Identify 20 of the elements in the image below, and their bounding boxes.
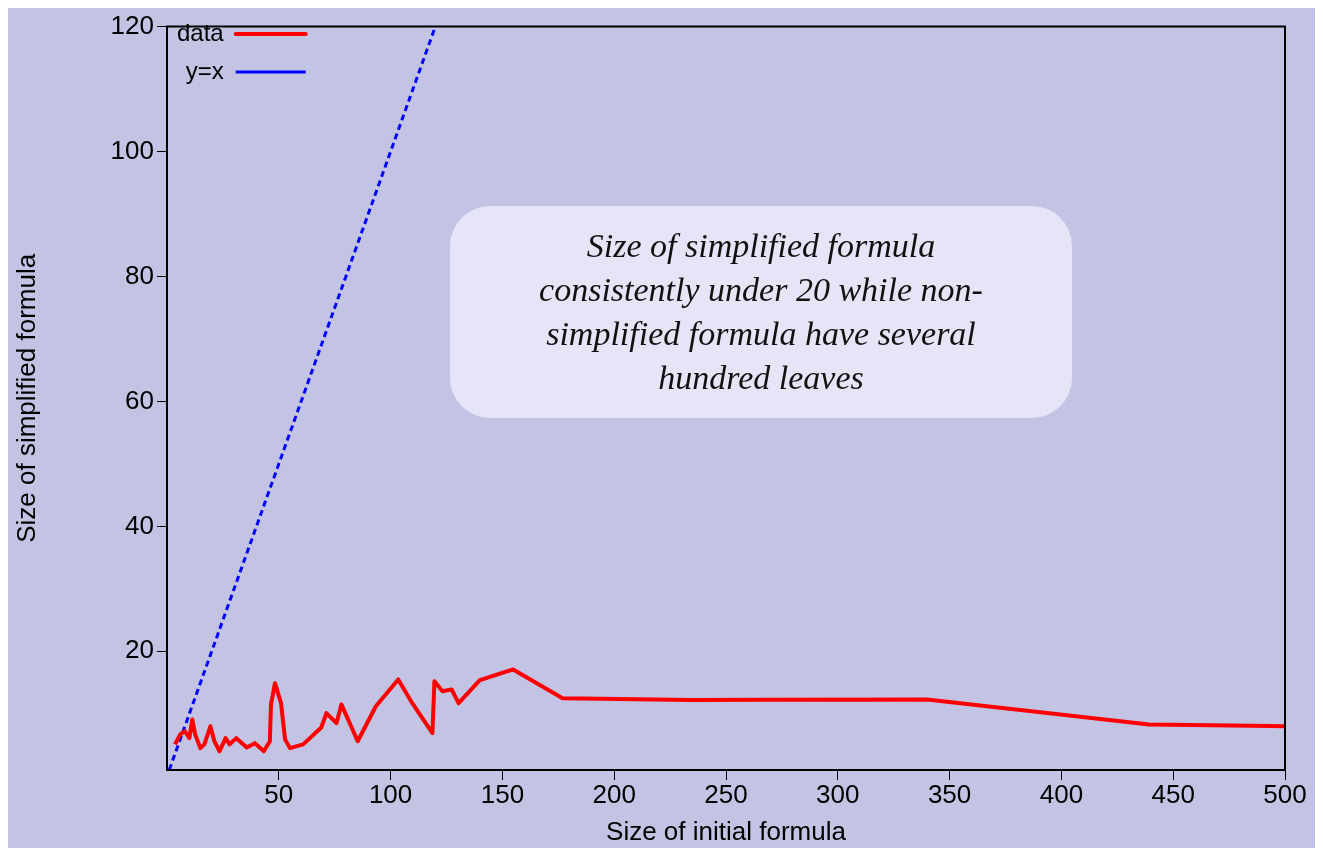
y-tick-label: 40 [125, 509, 154, 540]
y-tick-label: 20 [125, 634, 154, 665]
x-tick-label: 400 [1039, 778, 1084, 809]
y-tick-label: 80 [125, 259, 154, 290]
legend-label: y=x [185, 56, 224, 84]
x-tick-label: 100 [368, 778, 413, 809]
y-tick-label: 120 [110, 9, 154, 40]
y-axis-title: Size of simplified formula [10, 253, 41, 543]
x-axis-title: Size of initial formula [606, 815, 847, 846]
legend-label: data [176, 18, 225, 46]
x-tick-label: 500 [1263, 778, 1307, 809]
x-tick-label: 50 [264, 778, 294, 809]
x-tick-label: 150 [480, 778, 525, 809]
x-tick-label: 250 [704, 778, 748, 809]
x-tick-label: 450 [1151, 778, 1195, 809]
y-tick-label: 100 [110, 134, 154, 165]
x-tick-label: 350 [927, 778, 972, 809]
x-tick-label: 300 [816, 778, 860, 809]
x-tick-label: 200 [592, 778, 636, 809]
y-tick-label: 60 [125, 384, 154, 415]
